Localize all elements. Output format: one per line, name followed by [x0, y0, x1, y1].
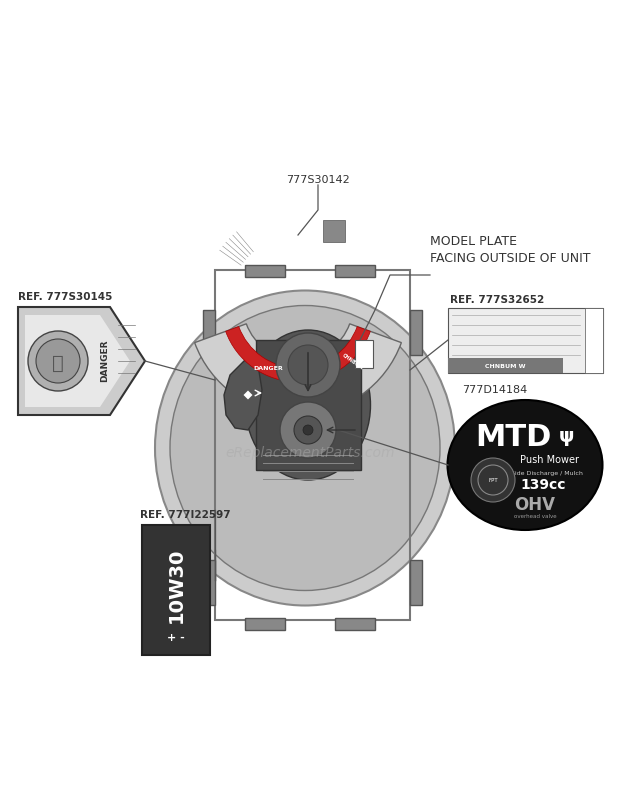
Circle shape [28, 331, 88, 391]
Text: overhead valve: overhead valve [514, 515, 556, 520]
Bar [585, 308, 603, 373]
Ellipse shape [170, 306, 440, 590]
Polygon shape [224, 360, 262, 430]
Bar [410, 310, 422, 355]
Bar [448, 308, 603, 373]
Text: FPT: FPT [488, 479, 498, 484]
Bar [323, 221, 345, 242]
Text: eReplacementParts.com: eReplacementParts.com [225, 446, 395, 460]
Text: REF. 777S32652: REF. 777S32652 [450, 295, 544, 305]
Bar [245, 265, 285, 277]
Circle shape [288, 345, 328, 385]
Ellipse shape [448, 400, 603, 530]
Bar [355, 340, 373, 368]
Polygon shape [18, 307, 145, 415]
Bar [203, 560, 215, 605]
Wedge shape [195, 324, 401, 415]
Text: DANGER: DANGER [100, 340, 110, 383]
Bar [335, 265, 375, 277]
Circle shape [294, 416, 322, 444]
Text: MODEL PLATE
FACING OUTSIDE OF UNIT: MODEL PLATE FACING OUTSIDE OF UNIT [430, 235, 590, 265]
Bar [256, 340, 361, 470]
Bar [410, 560, 422, 605]
Text: MTD: MTD [475, 423, 551, 452]
Text: ψ: ψ [559, 427, 575, 447]
Text: OHV: OHV [515, 496, 556, 514]
Text: Push Mower: Push Mower [521, 455, 580, 465]
Ellipse shape [246, 330, 371, 480]
Text: 10W30: 10W30 [167, 547, 185, 622]
Bar [335, 618, 375, 630]
Bar [203, 310, 215, 355]
Text: DANGER: DANGER [253, 366, 283, 371]
Bar [142, 525, 210, 655]
Ellipse shape [155, 290, 455, 606]
Circle shape [36, 339, 80, 383]
Text: Side Discharge / Mulch: Side Discharge / Mulch [511, 471, 583, 476]
Text: REF. 777I22597: REF. 777I22597 [140, 510, 231, 520]
Bar [448, 358, 563, 373]
Polygon shape [25, 315, 130, 407]
Text: REF. 777S30145: REF. 777S30145 [18, 292, 112, 302]
Text: CHNBUM W: CHNBUM W [485, 363, 525, 368]
Text: 139cc: 139cc [520, 478, 565, 492]
Bar [245, 618, 285, 630]
Text: ✋: ✋ [52, 354, 64, 372]
Circle shape [303, 425, 313, 435]
Text: + -: + - [167, 633, 185, 643]
Circle shape [276, 333, 340, 397]
Polygon shape [243, 390, 253, 400]
Circle shape [280, 402, 336, 458]
Wedge shape [226, 326, 370, 382]
Text: 777D14184: 777D14184 [463, 385, 528, 395]
Bar [215, 270, 410, 620]
Text: CHNBUM: CHNBUM [342, 353, 365, 371]
Text: 777S30142: 777S30142 [286, 175, 350, 185]
Circle shape [471, 458, 515, 502]
